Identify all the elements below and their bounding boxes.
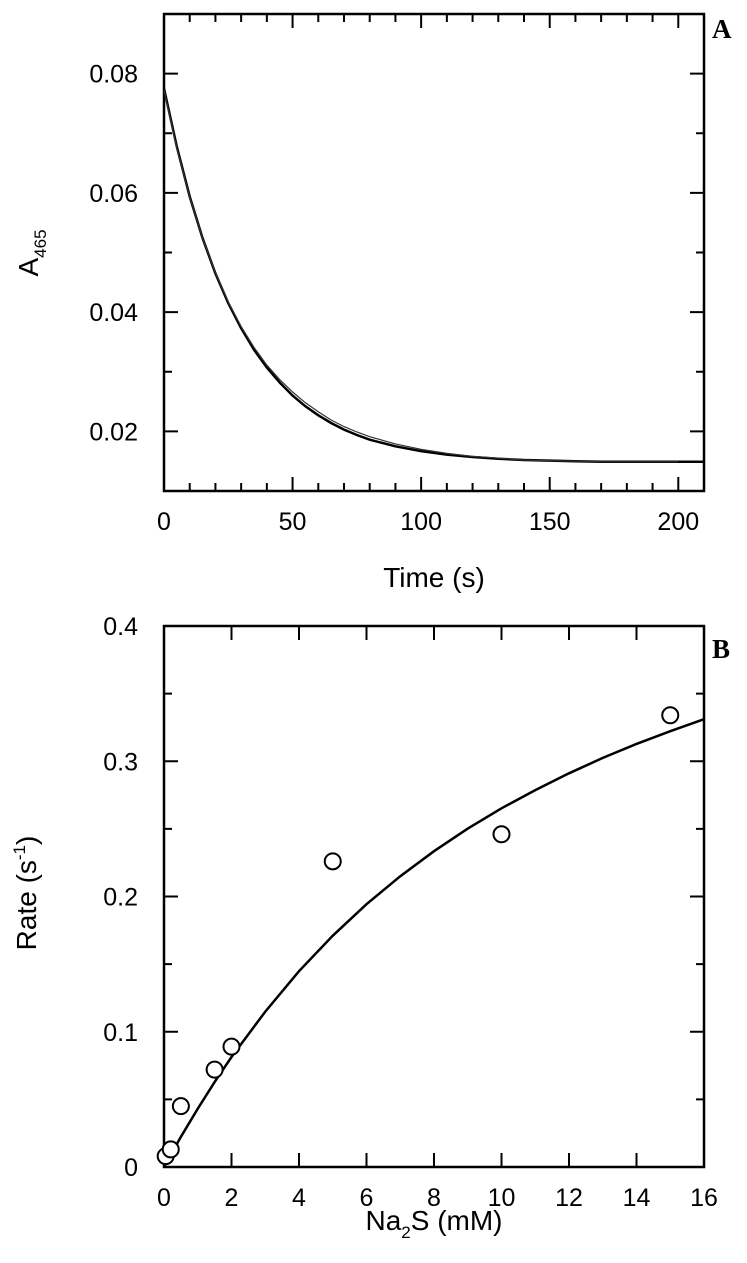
panel-b-x-axis-title: Na2S (mM) [365,1205,502,1242]
panel-a-fit-line [162,88,704,464]
panel-b-y-tick-label: 0.2 [103,884,138,912]
panel-a-x-tick-label: 200 [657,508,699,536]
panel-b-data-point [171,1097,190,1116]
panel-a-x-tick-label: 50 [279,508,307,536]
panel-a-plot-area: 0 50 100 150 200 0.02 0.04 0.06 0.08 [89,12,706,536]
panel-b-y-tick-label: 0.1 [103,1019,138,1047]
panel-a-data-line [163,90,679,463]
panel-a-x-tick-label: 0 [157,508,171,536]
panel-b-data-point [222,1037,241,1056]
panel-b-x-tick-label: 16 [690,1184,718,1212]
panel-b-data-point [205,1060,224,1079]
panel-b-data-point [323,852,342,871]
panel-a-y-tick-label: 0.02 [89,418,138,446]
panel-b-x-tick-label: 0 [157,1184,171,1212]
panel-a-y-axis-title: A465 [13,229,50,276]
panel-b-data-point [492,825,511,844]
panel-b-x-tick-label: 8 [427,1184,441,1212]
panel-b-y-axis-title: Rate (s-1) [10,836,42,951]
panel-b-x-tick-label: 14 [623,1184,651,1212]
panel-a-x-tick-label: 150 [529,508,571,536]
panel-b-x-tick-label: 6 [360,1184,374,1212]
panel-a-x-axis-title: Time (s) [383,562,485,593]
panel-b-fit-line [162,718,705,1168]
panel-b: B 0 2 4 6 8 10 12 14 16 0 0.1 0.2 0.3 0.4 Na2S (mM) R… [10,613,730,1242]
panel-b-frame [162,624,706,1169]
panel-a-letter: A [712,14,732,44]
panel-a-frame [162,12,706,493]
panel-a-y-tick-label: 0.04 [89,299,138,327]
panel-b-y-tick-label: 0.3 [103,748,138,776]
panel-b-x-tick-label: 12 [555,1184,583,1212]
panel-b-y-tick-label: 0.4 [103,613,138,641]
panel-b-x-tick-label: 4 [292,1184,306,1212]
panel-b-plot-area: 0 2 4 6 8 10 12 14 16 0 0.1 0.2 0.3 0.4 [103,613,718,1212]
panel-b-x-tick-label: 2 [225,1184,239,1212]
panel-b-letter: B [712,634,730,664]
panel-a-x-tick-label: 100 [400,508,442,536]
panel-a-y-tick-label: 0.08 [89,61,138,89]
panel-b-data-point [661,706,680,725]
panel-b-y-tick-label: 0 [124,1154,138,1182]
panel-b-x-tick-label: 10 [488,1184,516,1212]
panel-a-y-tick-label: 0.06 [89,180,138,208]
panel-b-data-point [161,1140,180,1159]
